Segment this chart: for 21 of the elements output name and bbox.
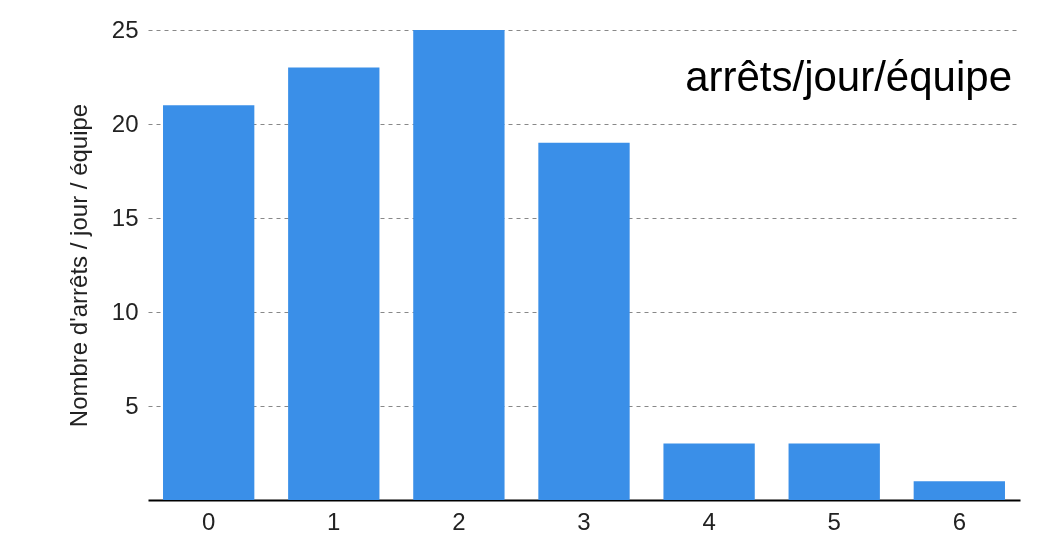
y-tick-label: 5 [125, 391, 139, 419]
x-tick-label: 3 [577, 507, 591, 535]
x-tick-label: 2 [452, 507, 466, 535]
x-tick-label: 1 [327, 507, 341, 535]
x-tick-label: 5 [827, 507, 841, 535]
bar [788, 443, 880, 500]
bar [288, 67, 380, 500]
bar [663, 443, 755, 500]
y-tick-label: 10 [111, 297, 139, 325]
y-tick-label: 15 [111, 203, 139, 231]
y-tick-label: 20 [111, 109, 139, 137]
bar [913, 481, 1005, 500]
annotation: arrêts/jour/équipe [685, 53, 1012, 100]
x-tick-label: 0 [202, 507, 216, 535]
bar [413, 30, 505, 500]
x-tick-label: 6 [952, 507, 966, 535]
bar [163, 105, 255, 500]
x-tick-label: 4 [702, 507, 716, 535]
y-axis-title: Nombre d'arrêts / jour / équipe [64, 103, 92, 428]
bar [538, 142, 630, 500]
y-tick-label: 25 [111, 15, 139, 43]
